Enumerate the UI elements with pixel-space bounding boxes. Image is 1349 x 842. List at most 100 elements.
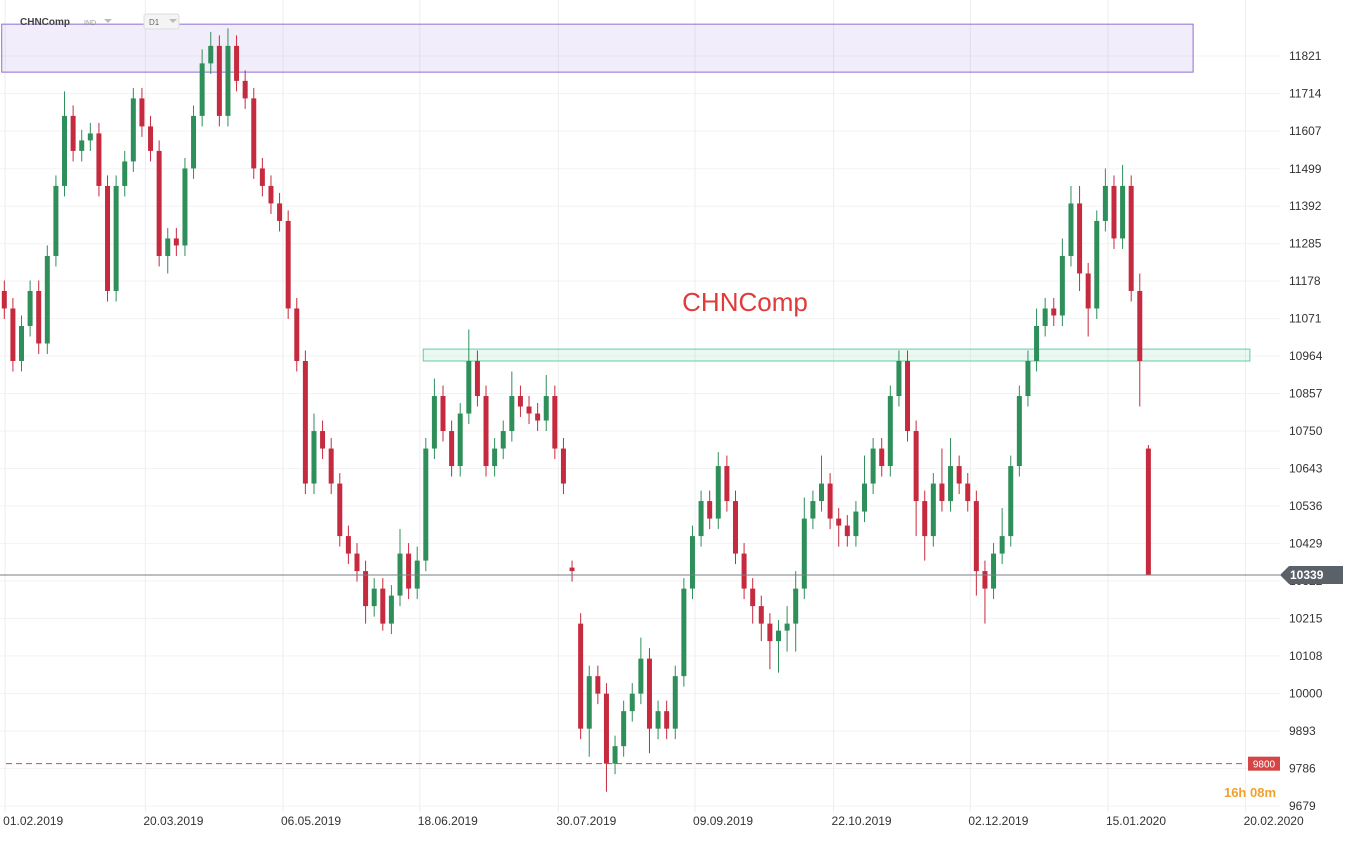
candle-body bbox=[122, 161, 128, 186]
y-tick-label: 9679 bbox=[1289, 799, 1316, 813]
x-tick-label: 20.03.2019 bbox=[143, 814, 203, 828]
candle-body bbox=[930, 483, 936, 537]
candle-body bbox=[767, 623, 773, 642]
candle-body bbox=[363, 571, 369, 607]
candle-body bbox=[827, 483, 833, 519]
y-tick-label: 10108 bbox=[1289, 649, 1323, 663]
candle-body bbox=[371, 588, 377, 607]
candle-body bbox=[965, 483, 971, 502]
candle-body bbox=[388, 595, 394, 624]
candle-body bbox=[10, 308, 16, 362]
candle-body bbox=[793, 588, 799, 624]
candle-body bbox=[156, 150, 162, 256]
candle-body bbox=[277, 203, 283, 221]
candle-body bbox=[552, 396, 558, 449]
candle-body bbox=[870, 448, 876, 484]
candle-body bbox=[844, 525, 850, 537]
candle-body bbox=[973, 501, 979, 572]
candle-body bbox=[27, 290, 33, 326]
candle-body bbox=[165, 238, 171, 256]
y-tick-label: 10429 bbox=[1289, 536, 1323, 550]
candle-body bbox=[956, 466, 962, 484]
y-tick-label: 11499 bbox=[1289, 162, 1322, 176]
candle-body bbox=[208, 45, 214, 64]
candle-body bbox=[354, 553, 360, 572]
candle-body bbox=[79, 140, 85, 151]
candle-body bbox=[337, 483, 343, 537]
candle-body bbox=[302, 361, 308, 484]
candle-body bbox=[466, 361, 472, 414]
candle-body bbox=[732, 501, 738, 554]
candle-body bbox=[1034, 325, 1040, 362]
x-tick-label: 30.07.2019 bbox=[556, 814, 616, 828]
price-label: 10339 bbox=[1290, 568, 1324, 582]
candle-body bbox=[896, 361, 902, 397]
dropdown-arrow[interactable] bbox=[104, 19, 112, 23]
y-tick-label: 10536 bbox=[1289, 499, 1323, 513]
candle-body bbox=[1008, 466, 1014, 537]
y-tick-label: 10643 bbox=[1289, 462, 1323, 476]
candle-body bbox=[19, 325, 25, 362]
annotation: CHNComp bbox=[682, 287, 808, 317]
candle-body bbox=[517, 396, 523, 407]
y-tick-label: 11178 bbox=[1289, 274, 1321, 288]
zone bbox=[1, 23, 1194, 73]
symbol[interactable]: CHNComp bbox=[20, 17, 70, 28]
dropdown-arrow[interactable] bbox=[169, 19, 177, 23]
candle-body bbox=[294, 308, 300, 362]
alert-tag bbox=[1248, 756, 1280, 771]
candle-body bbox=[139, 98, 145, 127]
candle-body bbox=[1094, 220, 1100, 309]
candle-body bbox=[483, 396, 489, 467]
candle-body bbox=[509, 396, 515, 432]
candle-body bbox=[715, 466, 721, 519]
candle-body bbox=[1059, 255, 1065, 316]
y-tick-label: 11714 bbox=[1289, 86, 1322, 100]
candle-body bbox=[1051, 308, 1057, 316]
candle-body bbox=[612, 746, 618, 764]
x-tick-label: 06.05.2019 bbox=[281, 814, 341, 828]
candle-body bbox=[259, 168, 265, 186]
candle-body bbox=[629, 693, 635, 712]
candle-body bbox=[440, 396, 446, 432]
candle-body bbox=[182, 168, 188, 246]
candle-body bbox=[1025, 361, 1031, 397]
candle-body bbox=[646, 658, 652, 729]
header[interactable]: CHNComp IND D1 bbox=[20, 13, 180, 30]
candle-body bbox=[130, 98, 136, 162]
candle-body bbox=[939, 483, 945, 502]
candle-body bbox=[578, 623, 584, 729]
candle-body bbox=[474, 361, 480, 397]
candle-body bbox=[96, 133, 102, 186]
candle-body bbox=[982, 571, 988, 589]
candle-body bbox=[345, 536, 351, 554]
candle-body bbox=[543, 396, 549, 421]
candle-body bbox=[724, 466, 730, 502]
candle-body bbox=[431, 396, 437, 449]
candle-body bbox=[1068, 203, 1074, 256]
candle-body bbox=[922, 501, 928, 537]
candle-body bbox=[862, 483, 868, 512]
candle-body bbox=[1128, 185, 1134, 291]
y-tick-label: 11285 bbox=[1289, 237, 1322, 251]
candle-body bbox=[70, 115, 76, 151]
candle-body bbox=[173, 238, 179, 246]
timeframe[interactable]: D1 bbox=[149, 18, 160, 27]
candle-body bbox=[225, 45, 231, 116]
y-tick-label: 10964 bbox=[1289, 349, 1323, 363]
candles bbox=[1, 28, 1151, 792]
candle-body bbox=[251, 98, 257, 169]
candle-body bbox=[406, 553, 412, 589]
candle-body bbox=[879, 448, 885, 467]
candle-body bbox=[1120, 185, 1126, 239]
candle-body bbox=[698, 501, 704, 537]
candle-body bbox=[1102, 185, 1108, 221]
candle-body bbox=[1111, 185, 1117, 239]
y-tick-label: 11821 bbox=[1289, 49, 1322, 63]
candle-body bbox=[689, 536, 695, 589]
candle-body bbox=[320, 431, 326, 449]
timeframe-box[interactable] bbox=[143, 13, 180, 30]
candle-body bbox=[853, 511, 859, 537]
candle-body bbox=[775, 630, 781, 642]
candle-body bbox=[285, 220, 291, 309]
